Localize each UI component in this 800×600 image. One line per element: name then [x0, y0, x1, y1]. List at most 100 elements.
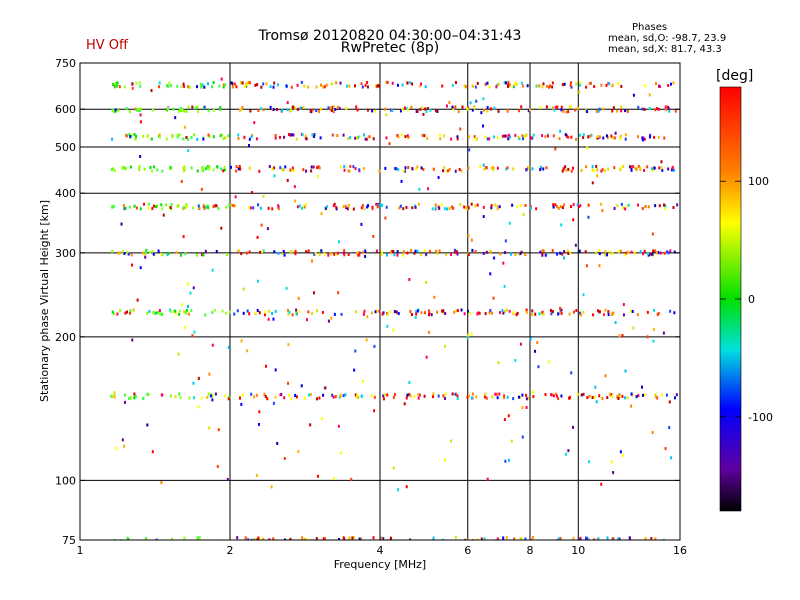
- echo-point: [262, 82, 265, 86]
- echo-point: [380, 252, 383, 256]
- echo-point: [438, 206, 441, 210]
- echo-point: [657, 311, 660, 315]
- echo-point: [242, 393, 245, 397]
- echo-point: [322, 393, 325, 397]
- echo-point: [410, 313, 413, 317]
- echo-point: [138, 165, 141, 169]
- echo-point: [567, 449, 570, 453]
- echo-point: [327, 253, 330, 257]
- echo-point: [169, 84, 172, 88]
- echo-point: [393, 253, 396, 257]
- echo-point: [448, 206, 451, 210]
- x-axis-ticks: 1 2 4 6 8 10 16: [77, 544, 688, 557]
- echo-point: [649, 133, 652, 137]
- echo-point: [507, 137, 510, 141]
- echo-point: [381, 203, 384, 207]
- echo-point: [123, 444, 126, 448]
- echo-point: [223, 168, 226, 172]
- echo-point: [436, 110, 439, 114]
- echo-point: [138, 81, 141, 85]
- echo-point: [344, 204, 347, 208]
- echo-point: [111, 394, 114, 398]
- echo-point: [315, 397, 318, 401]
- echo-point: [388, 142, 391, 146]
- echo-point: [398, 206, 401, 210]
- echo-point: [270, 540, 272, 543]
- echo-point: [338, 240, 341, 244]
- echo-point: [593, 538, 596, 540]
- echo-point: [358, 135, 361, 139]
- echo-point: [140, 541, 142, 544]
- echo-point: [466, 309, 469, 313]
- echo-point: [316, 174, 319, 178]
- echo-point: [534, 312, 537, 316]
- echo-point: [415, 541, 417, 544]
- echo-point: [451, 105, 454, 109]
- echo-point: [323, 537, 326, 540]
- echo-point: [419, 107, 422, 111]
- echo-point: [575, 82, 578, 86]
- echo-point: [529, 337, 532, 341]
- echo-point: [360, 82, 363, 86]
- echo-point: [459, 127, 462, 131]
- echo-point: [113, 395, 116, 399]
- echo-point: [407, 108, 410, 112]
- echo-point: [496, 166, 499, 170]
- echo-point: [129, 311, 132, 315]
- echo-point: [294, 199, 297, 203]
- echo-point: [663, 136, 666, 140]
- echo-point: [335, 253, 338, 257]
- echo-point: [271, 312, 274, 316]
- echo-point: [456, 309, 459, 313]
- echo-point: [450, 439, 453, 443]
- echo-point: [395, 310, 398, 314]
- echo-point: [207, 109, 210, 113]
- echo-point: [288, 393, 291, 397]
- echo-point: [135, 134, 138, 138]
- echo-point: [629, 309, 632, 313]
- echo-point: [167, 251, 170, 255]
- echo-point: [652, 339, 655, 343]
- echo-point: [408, 393, 411, 397]
- echo-point: [198, 536, 201, 540]
- echo-point: [155, 311, 158, 315]
- echo-point: [279, 393, 282, 397]
- echo-point: [565, 134, 568, 138]
- echo-point: [600, 202, 603, 206]
- echo-point: [237, 137, 240, 141]
- echo-point: [419, 82, 422, 86]
- echo-point: [451, 83, 454, 87]
- echo-point: [179, 396, 182, 400]
- echo-point: [492, 168, 495, 172]
- echo-point: [536, 84, 539, 88]
- echo-point: [123, 207, 126, 211]
- echo-point: [409, 538, 412, 540]
- echo-point: [600, 169, 603, 173]
- echo-point: [302, 168, 305, 172]
- echo-point: [129, 396, 132, 400]
- echo-point: [128, 110, 131, 114]
- echo-point: [620, 202, 623, 206]
- echo-point: [354, 393, 357, 397]
- echo-point: [354, 136, 357, 140]
- echo-point: [442, 169, 445, 173]
- echo-point: [294, 393, 297, 397]
- echo-point: [268, 309, 271, 313]
- echo-point: [322, 85, 325, 89]
- echo-point: [558, 137, 561, 141]
- echo-point: [554, 106, 557, 110]
- echo-point: [613, 136, 616, 140]
- echo-point: [521, 134, 524, 138]
- echo-point: [592, 313, 595, 317]
- echo-point: [421, 133, 424, 137]
- echo-point: [578, 133, 581, 137]
- echo-point: [585, 85, 588, 89]
- echo-point: [585, 536, 588, 540]
- echo-point: [673, 250, 676, 254]
- echo-point: [646, 165, 649, 169]
- echo-point: [134, 137, 137, 141]
- echo-point: [457, 110, 460, 114]
- echo-point: [403, 169, 406, 173]
- echo-point: [202, 166, 205, 170]
- echo-point: [467, 166, 470, 170]
